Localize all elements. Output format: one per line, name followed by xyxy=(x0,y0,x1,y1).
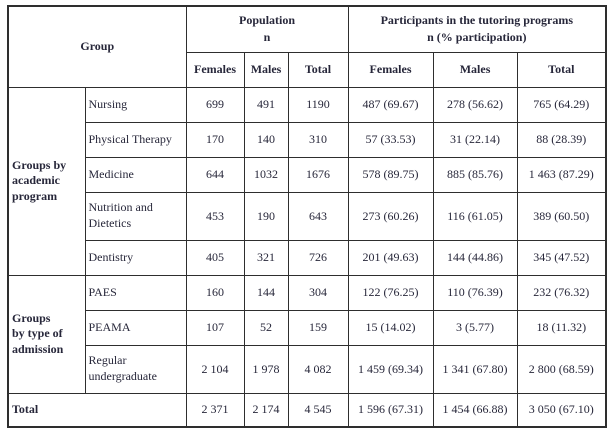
section-label-type-of-admission: Groups by type of admission xyxy=(7,274,86,394)
data-cell: 170 xyxy=(185,121,245,158)
data-cell: 389 (60.50) xyxy=(516,191,607,241)
data-cell: 885 (85.76) xyxy=(432,156,518,193)
header-row-1: Group Population n Participants in the t… xyxy=(7,5,607,88)
data-cell: 52 xyxy=(243,309,289,346)
data-cell: 2 371 xyxy=(185,392,245,428)
header-pop-females: Females xyxy=(185,51,245,88)
header-row-2: Females Males Total Females Males Total xyxy=(8,51,607,88)
data-cell: 487 (69.67) xyxy=(347,86,434,123)
header-part-males: Males xyxy=(432,51,518,88)
row-label: Dentistry xyxy=(84,239,187,276)
data-cell: 278 (56.62) xyxy=(432,86,518,123)
data-cell: 1676 xyxy=(287,156,349,193)
data-cell: 88 (28.39) xyxy=(516,121,607,158)
row-label: PEAMA xyxy=(84,309,187,346)
data-cell: 201 (49.63) xyxy=(347,239,434,276)
data-cell: 160 xyxy=(185,274,245,311)
data-cell: 144 (44.86) xyxy=(432,239,518,276)
data-cell: 110 (76.39) xyxy=(432,274,518,311)
header-participants: Participants in the tutoring programs n … xyxy=(347,5,607,53)
data-cell: 190 xyxy=(243,191,289,241)
data-cell: 491 xyxy=(243,86,289,123)
total-label: Total xyxy=(7,392,187,428)
table-row-paes: Groups by type of admission PAES 160 144… xyxy=(7,274,607,394)
data-cell: 310 xyxy=(287,121,349,158)
data-cell: 765 (64.29) xyxy=(516,86,607,123)
data-cell: 15 (14.02) xyxy=(347,309,434,346)
data-cell: 321 xyxy=(243,239,289,276)
table-row-total: Total 2 371 2 174 4 545 1 596 (67.31) 1 … xyxy=(7,392,607,428)
data-cell: 18 (11.32) xyxy=(516,309,607,346)
header-pop-total: Total xyxy=(287,51,349,88)
header-pop-males: Males xyxy=(243,51,289,88)
header-part-females: Females xyxy=(347,51,434,88)
section-label-academic-program: Groups by academic program xyxy=(7,86,86,276)
data-cell: 3 050 (67.10) xyxy=(516,392,607,428)
data-cell: 304 xyxy=(287,274,349,311)
data-cell: 116 (61.05) xyxy=(432,191,518,241)
table-row-regular-undergraduate: Regular undergraduate 2 104 1 978 4 082 … xyxy=(8,344,607,394)
data-cell: 57 (33.53) xyxy=(347,121,434,158)
data-cell: 31 (22.14) xyxy=(432,121,518,158)
table-row-physical-therapy: Physical Therapy 170 140 310 57 (33.53) … xyxy=(8,121,607,158)
data-cell: 699 xyxy=(185,86,245,123)
data-cell: 140 xyxy=(243,121,289,158)
data-cell: 643 xyxy=(287,191,349,241)
data-cell: 159 xyxy=(287,309,349,346)
data-cell: 1 454 (66.88) xyxy=(432,392,518,428)
data-cell: 107 xyxy=(185,309,245,346)
table-row-nutrition-dietetics: Nutrition and Dietetics 453 190 643 273 … xyxy=(8,191,607,241)
data-cell: 2 174 xyxy=(243,392,289,428)
data-cell: 1190 xyxy=(287,86,349,123)
data-cell: 4 545 xyxy=(287,392,349,428)
data-cell: 3 (5.77) xyxy=(432,309,518,346)
header-group: Group xyxy=(7,5,187,88)
row-label: Medicine xyxy=(84,156,187,193)
data-cell: 2 800 (68.59) xyxy=(516,344,607,394)
data-cell: 1 459 (69.34) xyxy=(347,344,434,394)
table-row-dentistry: Dentistry 405 321 726 201 (49.63) 144 (4… xyxy=(8,239,607,276)
data-cell: 578 (89.75) xyxy=(347,156,434,193)
data-cell: 405 xyxy=(185,239,245,276)
data-cell: 345 (47.52) xyxy=(516,239,607,276)
data-cell: 1 978 xyxy=(243,344,289,394)
data-cell: 644 xyxy=(185,156,245,193)
data-cell: 273 (60.26) xyxy=(347,191,434,241)
data-cell: 4 082 xyxy=(287,344,349,394)
data-cell: 122 (76.25) xyxy=(347,274,434,311)
header-population: Population n xyxy=(185,5,349,53)
row-label: Regular undergraduate xyxy=(84,344,187,394)
tutoring-programs-table: Group Population n Participants in the t… xyxy=(7,5,608,428)
row-label: PAES xyxy=(84,274,187,311)
data-cell: 1 341 (67.80) xyxy=(432,344,518,394)
data-cell: 1032 xyxy=(243,156,289,193)
table-row-medicine: Medicine 644 1032 1676 578 (89.75) 885 (… xyxy=(8,156,607,193)
data-cell: 232 (76.32) xyxy=(516,274,607,311)
data-cell: 726 xyxy=(287,239,349,276)
header-part-total: Total xyxy=(516,51,607,88)
data-cell: 1 463 (87.29) xyxy=(516,156,607,193)
data-cell: 453 xyxy=(185,191,245,241)
row-label: Physical Therapy xyxy=(84,121,187,158)
table-row-peama: PEAMA 107 52 159 15 (14.02) 3 (5.77) 18 … xyxy=(8,309,607,346)
row-label: Nursing xyxy=(84,86,187,123)
data-cell: 2 104 xyxy=(185,344,245,394)
data-cell: 144 xyxy=(243,274,289,311)
data-cell: 1 596 (67.31) xyxy=(347,392,434,428)
row-label: Nutrition and Dietetics xyxy=(84,191,187,241)
table-row-nursing: Groups by academic program Nursing 699 4… xyxy=(7,86,607,276)
